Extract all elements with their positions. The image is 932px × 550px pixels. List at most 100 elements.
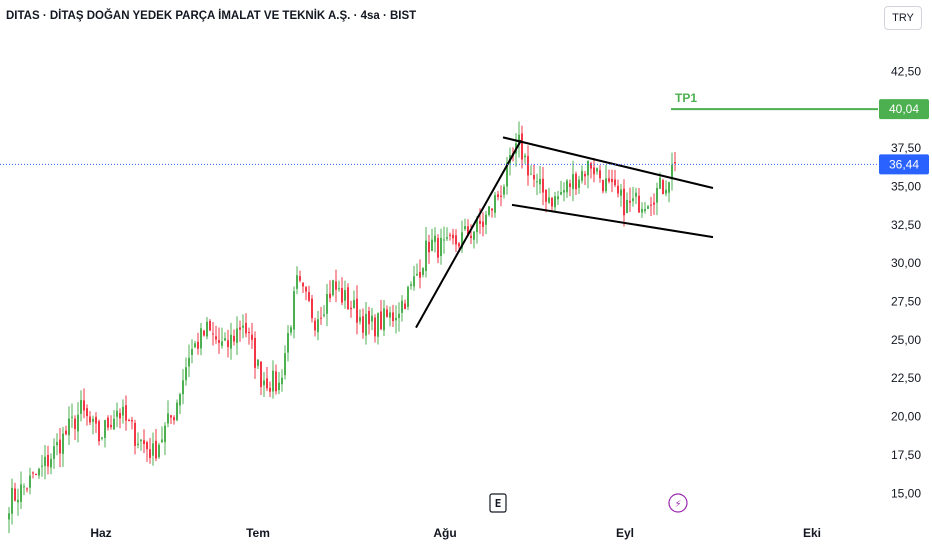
- candle-body: [131, 420, 133, 422]
- candle-body: [194, 343, 196, 348]
- candle-body: [38, 468, 40, 476]
- y-axis: 15,00 17,50 20,00 22,50 25,00 27,50 30,00 32,50…: [891, 64, 921, 500]
- candle-body: [359, 317, 361, 322]
- candle-body: [119, 412, 121, 419]
- tp1-label: TP1: [675, 91, 697, 105]
- candle-body: [299, 276, 301, 281]
- candle-body: [479, 220, 481, 224]
- candle-body: [215, 336, 217, 340]
- candle-body: [383, 308, 385, 331]
- x-tick-label: Eki: [803, 526, 821, 540]
- candle-body: [143, 440, 145, 445]
- candle-body: [626, 199, 628, 214]
- last-price-badge: 36,44: [879, 154, 929, 175]
- candle-body: [650, 204, 652, 206]
- candle-body: [413, 276, 415, 287]
- candle-body: [287, 333, 289, 353]
- candle-body: [104, 420, 106, 438]
- candle-body: [218, 340, 220, 343]
- candle-body: [503, 186, 505, 195]
- y-tick-label: 25,00: [891, 333, 921, 347]
- x-tick-label: Ağu: [433, 526, 456, 540]
- candle-body: [269, 387, 271, 392]
- trend-line-lower-channel[interactable]: [511, 203, 714, 239]
- candle-body: [272, 370, 274, 392]
- candle-body: [284, 353, 286, 376]
- candle-body: [482, 221, 484, 227]
- candle-body: [281, 377, 283, 385]
- candle-body: [623, 188, 625, 216]
- candle-body: [278, 382, 280, 391]
- x-tick-label: Tem: [246, 526, 270, 540]
- candle-body: [560, 192, 562, 195]
- candle-body: [551, 198, 553, 207]
- candle-body: [644, 209, 646, 212]
- candle-body: [26, 488, 28, 490]
- candle-body: [233, 335, 235, 342]
- earnings-marker[interactable]: E: [489, 493, 507, 513]
- dividend-marker[interactable]: ⚡: [668, 493, 688, 513]
- candle-body: [101, 437, 103, 439]
- candle-body: [110, 424, 112, 428]
- y-tick-label: 32,50: [891, 218, 921, 232]
- x-tick-label: Eyl: [616, 526, 634, 540]
- candle-body: [449, 234, 451, 236]
- candle-body: [434, 235, 436, 242]
- candle-body: [65, 430, 67, 435]
- candle-body: [14, 488, 16, 501]
- candle-body: [68, 418, 70, 436]
- target-price-badge: 40,04: [879, 99, 929, 120]
- currency-button[interactable]: TRY: [884, 6, 922, 30]
- candle-body: [290, 327, 292, 333]
- candle-body: [569, 183, 571, 188]
- candle-body: [659, 177, 661, 189]
- candle-body: [41, 465, 43, 467]
- candle-body: [416, 273, 418, 276]
- candle-body: [158, 444, 160, 458]
- candle-body: [494, 195, 496, 213]
- candle-body: [647, 206, 649, 209]
- trend-line-upper-channel[interactable]: [502, 136, 714, 189]
- candle-body: [470, 235, 472, 238]
- candle-body: [113, 418, 115, 430]
- candle-body: [497, 194, 499, 198]
- candle-body: [614, 179, 616, 186]
- candle-body: [617, 185, 619, 194]
- candle-body: [92, 418, 94, 422]
- candle-body: [530, 173, 532, 175]
- candle-body: [575, 173, 577, 190]
- trend-line-flagpole[interactable]: [415, 139, 522, 329]
- candle-body: [149, 449, 151, 458]
- candle-body: [464, 226, 466, 230]
- candle-body: [428, 241, 430, 253]
- candle-body: [392, 312, 394, 322]
- candle-body: [425, 240, 427, 271]
- candle-body: [224, 338, 226, 341]
- candle-body: [674, 162, 676, 164]
- candle-body: [668, 182, 670, 193]
- candle-body: [35, 473, 37, 476]
- y-tick-label: 30,00: [891, 256, 921, 270]
- svg-text:36,44: 36,44: [889, 157, 919, 171]
- candle-body: [476, 217, 478, 233]
- candle-body: [524, 155, 526, 158]
- candle-body: [500, 195, 502, 197]
- candle-body: [317, 319, 319, 333]
- candle-body: [107, 417, 109, 428]
- candle-body: [326, 294, 328, 314]
- candle-body: [98, 421, 100, 442]
- candle-body: [11, 487, 13, 514]
- candle-body: [656, 187, 658, 203]
- candle-body: [371, 315, 373, 322]
- candle-body: [89, 416, 91, 423]
- candle-body: [377, 313, 379, 337]
- candle-body: [86, 408, 88, 417]
- y-tick-label: 35,00: [891, 179, 921, 193]
- candle-body: [248, 332, 250, 334]
- candle-body: [653, 202, 655, 205]
- candle-body: [608, 178, 610, 182]
- candle-body: [206, 321, 208, 337]
- candlestick-series: [8, 121, 676, 534]
- candle-body: [242, 325, 244, 328]
